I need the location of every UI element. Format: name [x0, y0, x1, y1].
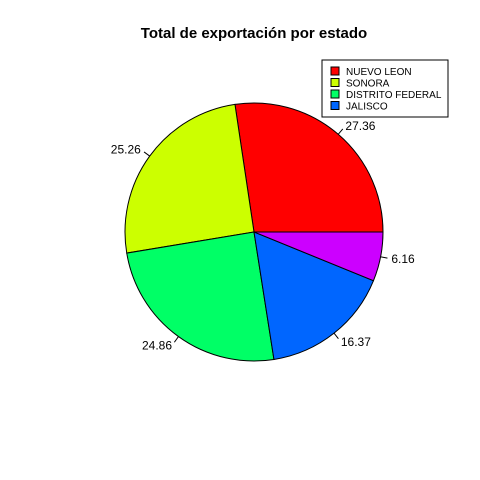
- slice-value-label-4: 16.37: [341, 335, 371, 349]
- slice-label-tick-5: [380, 256, 388, 259]
- slice-labels: 27.36 25.26 24.86 16.37 6.16: [111, 119, 415, 353]
- pie-slice-2: [124, 103, 255, 254]
- slice-value-label-5: 6.16: [391, 252, 415, 266]
- legend-label-3: DISTRITO FEDERAL: [346, 90, 442, 101]
- slice-label-tick-3: [173, 336, 179, 343]
- legend-swatch-2: [330, 78, 340, 87]
- legend-swatch-1: [330, 66, 340, 76]
- legend-box: [321, 59, 449, 118]
- legend-label-1: NUEVO LEON: [346, 67, 412, 78]
- slice-label-tick-2: [143, 151, 150, 157]
- pie-slices: [124, 102, 384, 362]
- chart-title: Total de exportación por estado: [141, 25, 367, 42]
- slice-value-label-3: 24.86: [142, 338, 172, 352]
- slice-label-tick-1: [337, 128, 344, 135]
- pie-slice-4: [253, 231, 375, 361]
- slice-value-label-1: 27.36: [345, 119, 375, 133]
- legend-swatch-4: [330, 101, 340, 110]
- slice-value-label-2: 25.26: [111, 143, 141, 157]
- slice-label-tick-4: [333, 332, 339, 339]
- legend-label-4: JALISCO: [346, 102, 388, 113]
- pie-slice-1: [234, 102, 384, 233]
- pie-slice-3: [126, 231, 275, 362]
- legend-label-2: SONORA: [346, 79, 390, 90]
- legend-swatch-3: [330, 89, 340, 99]
